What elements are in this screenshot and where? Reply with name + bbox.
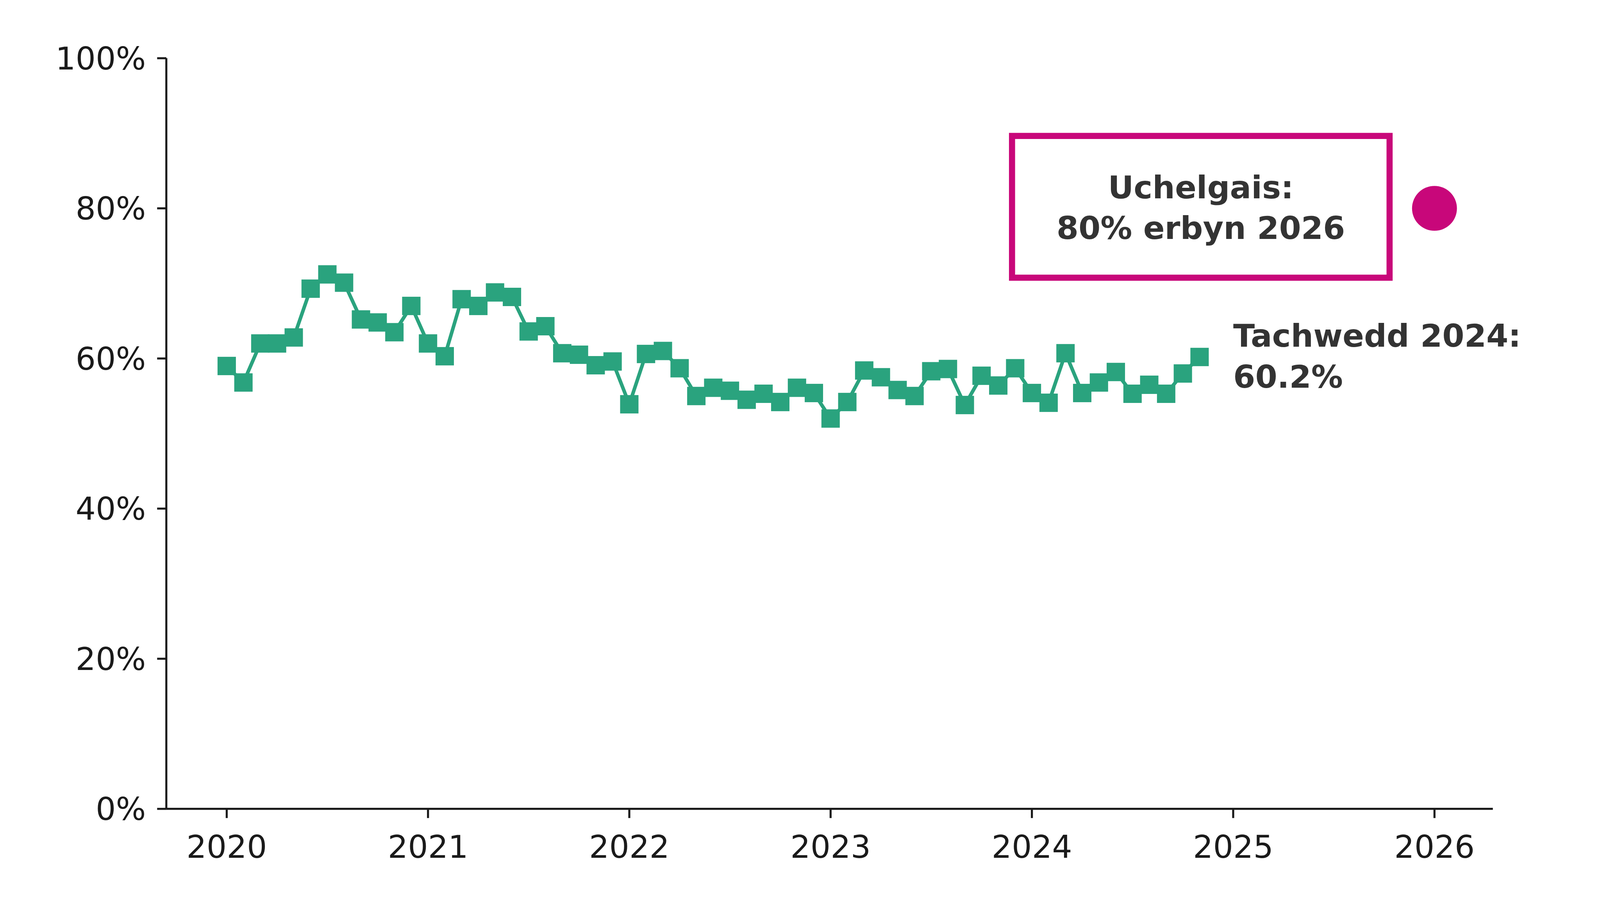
marker (821, 409, 840, 428)
marker (905, 387, 924, 406)
line (226, 274, 1200, 419)
marker (938, 360, 958, 379)
marker (1089, 373, 1109, 392)
marker (620, 395, 639, 414)
marker (251, 334, 270, 353)
marker (720, 381, 740, 400)
marker (502, 287, 522, 307)
y-tick-label: 40% (75, 490, 147, 528)
marker (737, 390, 756, 409)
y-tick-label: 0% (95, 791, 146, 828)
marker (485, 283, 505, 302)
marker (418, 334, 438, 353)
marker (385, 323, 404, 342)
marker (871, 368, 891, 387)
marker (318, 265, 337, 284)
marker (754, 384, 773, 404)
y-tick (157, 57, 167, 59)
x-tick (829, 809, 832, 819)
marker (855, 361, 874, 380)
marker (687, 387, 706, 406)
marker (603, 352, 622, 371)
marker (1005, 359, 1025, 378)
marker (401, 296, 421, 316)
marker (653, 341, 673, 361)
marker (1039, 393, 1058, 413)
marker (1056, 344, 1075, 363)
marker (569, 345, 589, 365)
marker (804, 383, 824, 403)
marker (838, 392, 857, 412)
marker (284, 328, 303, 347)
x-tick (426, 809, 429, 819)
target-label: 80% erbyn 2026 (1056, 209, 1346, 247)
marker (888, 380, 907, 400)
y-tick (157, 357, 167, 360)
chart: 0% 20% 40% 60% 80% 100% 2020 2021 2022 2023 2024 20… (0, 0, 1600, 914)
marker (1022, 383, 1042, 403)
x-tick-label: 2024 (991, 828, 1073, 866)
marker (921, 362, 941, 381)
marker (267, 334, 287, 353)
marker (301, 279, 320, 299)
marker (787, 378, 807, 398)
marker (351, 310, 371, 329)
y-tick (157, 658, 167, 661)
marker (1073, 383, 1092, 403)
marker (1140, 375, 1159, 395)
target-box (1012, 135, 1390, 278)
x-tick-label: 2022 (589, 828, 670, 866)
x-tick (628, 809, 631, 819)
x-tick-label: 2023 (790, 828, 871, 866)
marker (469, 296, 488, 316)
x-tick (1232, 809, 1234, 819)
marker (955, 396, 975, 415)
x-tick-label: 2026 (1394, 828, 1475, 866)
target-marker (1412, 185, 1458, 231)
y-tick (157, 808, 167, 811)
latest-label: 60.2% (1233, 358, 1343, 396)
marker (703, 378, 723, 398)
marker (234, 373, 253, 392)
marker (452, 290, 471, 309)
y-tick-label: 20% (75, 641, 147, 678)
y-tick-label: 60% (75, 340, 147, 378)
plot-area (217, 265, 1209, 428)
marker (670, 359, 689, 378)
y-tick (157, 207, 167, 210)
x-tick-label: 2021 (387, 828, 469, 866)
y-tick (157, 507, 167, 510)
x-tick (1433, 809, 1436, 819)
marker (217, 357, 236, 376)
marker (586, 356, 605, 375)
marker (1190, 348, 1209, 367)
x-tick (1030, 809, 1033, 819)
marker (553, 344, 572, 363)
y-tick-label: 80% (75, 190, 147, 227)
y-axis (165, 58, 168, 810)
marker (368, 313, 387, 332)
marker (1157, 384, 1176, 404)
marker (1106, 362, 1125, 382)
x-tick-label: 2020 (186, 828, 267, 866)
marker (1123, 384, 1142, 404)
marker (1173, 364, 1193, 383)
marker (972, 366, 991, 386)
marker (536, 317, 555, 336)
target-label: Uchelgais: (1108, 169, 1294, 206)
x-tick-label: 2025 (1192, 828, 1274, 866)
marker (519, 322, 538, 341)
marker (636, 344, 656, 364)
x-tick (225, 809, 228, 819)
marker (771, 392, 790, 412)
marker (334, 273, 354, 292)
marker (435, 347, 454, 366)
y-tick-label: 100% (55, 40, 146, 77)
marker (989, 376, 1008, 395)
latest-label: Tachwedd 2024: (1233, 317, 1522, 355)
